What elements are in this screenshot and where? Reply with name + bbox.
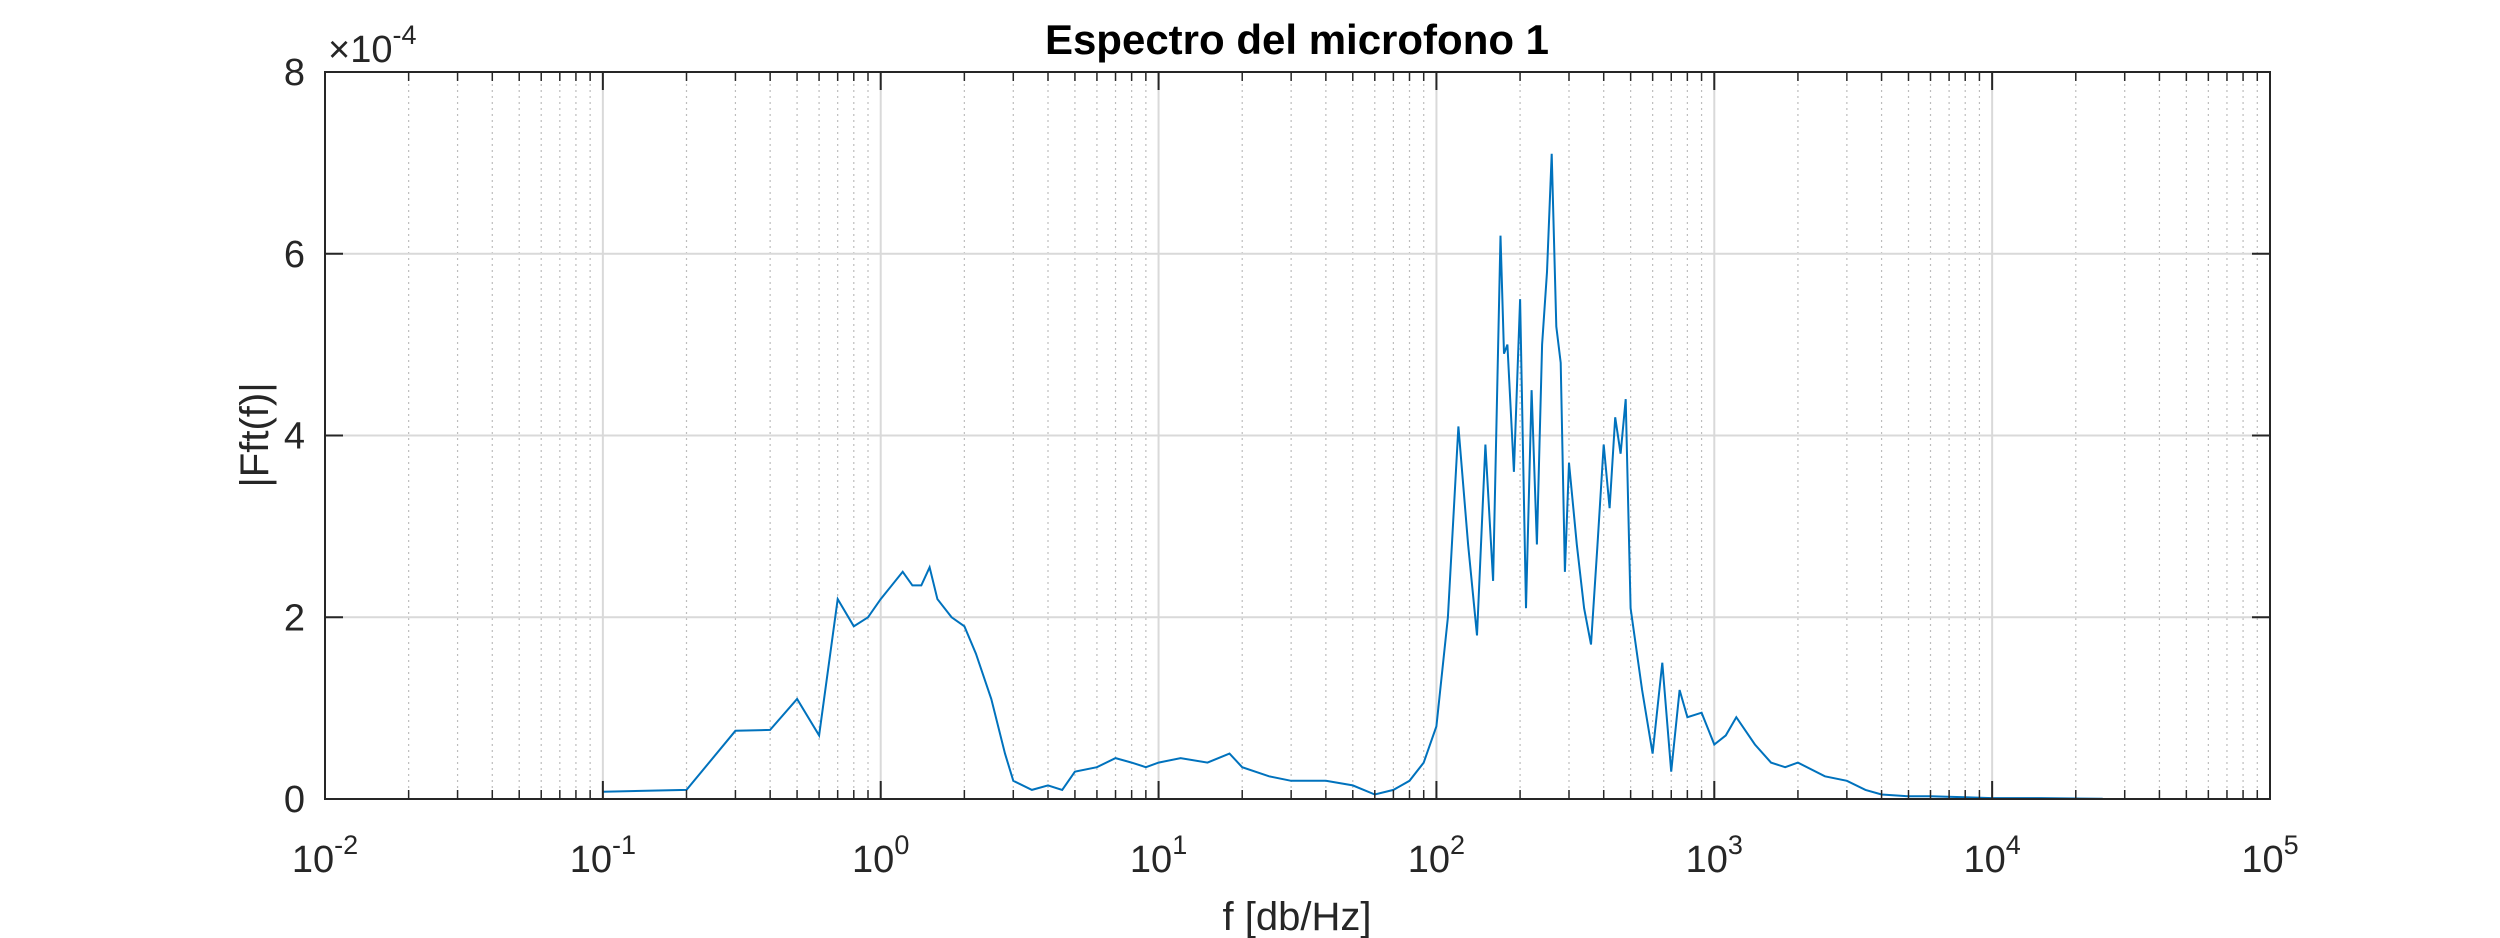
x-tick-label: 100	[852, 830, 909, 881]
y-tick-label: 8	[284, 52, 305, 94]
x-tick-base: 10	[1963, 839, 2005, 881]
x-tick-label: 105	[2241, 830, 2298, 881]
x-tick-power: -1	[612, 830, 636, 860]
x-tick-power: 4	[2006, 830, 2021, 860]
x-tick-power: 1	[1172, 830, 1187, 860]
y-exponent-label: ×10-4	[328, 20, 416, 71]
y-tick-label: 0	[284, 779, 305, 821]
x-tick-base: 10	[852, 839, 894, 881]
y-axis-label: |Fft(f)|	[233, 382, 277, 487]
x-tick-label: 102	[1408, 830, 1465, 881]
y-tick-label: 6	[284, 234, 305, 276]
x-tick-power: 5	[2284, 830, 2299, 860]
x-tick-label: 101	[1130, 830, 1187, 881]
x-tick-base: 10	[2241, 839, 2283, 881]
x-tick-power: -2	[334, 830, 358, 860]
x-tick-label: 10-1	[570, 830, 636, 881]
x-tick-base: 10	[292, 839, 334, 881]
x-tick-power: 2	[1450, 830, 1465, 860]
x-tick-labels: 10-2 10-1 100 101 102 103 104 105	[292, 830, 2299, 881]
x-tick-label: 103	[1686, 830, 1743, 881]
y-exponent-base: ×10	[328, 29, 392, 71]
x-tick-base: 10	[1408, 839, 1450, 881]
tick-marks	[324, 71, 2271, 800]
x-tick-power: 0	[894, 830, 909, 860]
series-line	[602, 153, 2103, 800]
x-tick-power: 3	[1728, 830, 1743, 860]
x-tick-base: 10	[1686, 839, 1728, 881]
y-exponent-power: -4	[392, 20, 416, 50]
y-tick-label: 2	[284, 597, 305, 639]
x-tick-label: 104	[1963, 830, 2020, 881]
chart-title: Espectro del microfono 1	[1045, 16, 1549, 63]
y-tick-label: 4	[284, 416, 305, 458]
x-tick-base: 10	[1130, 839, 1172, 881]
y-tick-labels: 0 2 4 6 8	[284, 52, 305, 821]
major-grid	[325, 72, 2270, 799]
x-tick-label: 10-2	[292, 830, 358, 881]
x-tick-base: 10	[570, 839, 612, 881]
minor-grid	[408, 72, 2258, 799]
x-axis-label: f [db/Hz]	[1223, 895, 1372, 938]
